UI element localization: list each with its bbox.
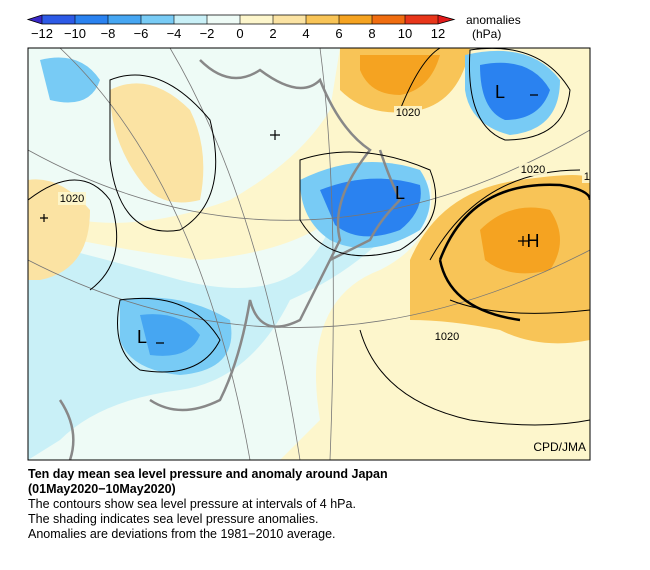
contour-label: 1020 [435, 331, 459, 343]
contour-label-bg [394, 106, 422, 119]
pressure-center-label: H [527, 231, 540, 251]
colorbar-tick-label: −6 [134, 26, 149, 41]
pressure-center-label: L [395, 183, 405, 203]
colorbar-bin [75, 15, 109, 24]
caption-title: Ten day mean sea level pressure and anom… [28, 467, 388, 497]
contour-label-bg [433, 330, 461, 343]
colorbar-title: anomalies [466, 13, 521, 27]
caption-title-line: Ten day mean sea level pressure and anom… [28, 467, 388, 481]
colorbar-tick-label: −4 [167, 26, 182, 41]
contour-label-bg [519, 163, 547, 176]
colorbar-bin [273, 15, 307, 24]
map-figure: −12 −10 −8 −6 −4 −2 0 2 4 6 8 10 12 anomalies (hPa) … [26, 13, 608, 461]
colorbar-tick-label: 2 [269, 26, 276, 41]
contour-label: 1020 [60, 193, 84, 205]
colorbar-bin [207, 15, 241, 24]
colorbar-bin [405, 15, 439, 24]
colorbar: −12 −10 −8 −6 −4 −2 0 2 4 6 8 10 12 [26, 14, 456, 41]
map-frame [27, 47, 591, 461]
pressure-center-label: L [137, 327, 147, 347]
contour-label-bg [582, 170, 590, 183]
colorbar-bin [141, 15, 175, 24]
caption-line: The contours show sea level pressure at … [28, 497, 356, 511]
colorbar-tick-label: 12 [431, 26, 445, 41]
contour-label: 1020 [521, 164, 545, 176]
colorbar-tick-label: 6 [335, 26, 342, 41]
caption-text: The contours show sea level pressure at … [28, 497, 356, 542]
colorbar-bin [108, 15, 142, 24]
colorbar-tick-label: −12 [31, 26, 53, 41]
colorbar-unit: (hPa) [472, 27, 501, 41]
credit: CPD/JMA [533, 440, 586, 454]
caption-line: Anomalies are deviations from the 1981−2… [28, 527, 336, 541]
caption-title-line: (01May2020−10May2020) [28, 482, 176, 496]
colorbar-bin [306, 15, 340, 24]
colorbar-tick-label: 4 [302, 26, 309, 41]
pressure-center-label: L [495, 82, 505, 102]
colorbar-bin [372, 15, 406, 24]
colorbar-tick-label: −10 [64, 26, 86, 41]
colorbar-tick-label: −2 [200, 26, 215, 41]
contour-label: 1020 [396, 107, 420, 119]
colorbar-bin [42, 15, 76, 24]
colorbar-bin [174, 15, 208, 24]
colorbar-over [438, 15, 454, 24]
colorbar-tick-label: 8 [368, 26, 375, 41]
colorbar-bin [240, 15, 274, 24]
colorbar-tick-label: −8 [101, 26, 116, 41]
colorbar-tick-label: 0 [236, 26, 243, 41]
colorbar-tick-label: 10 [398, 26, 412, 41]
colorbar-under [28, 15, 42, 24]
map: L L L H 1020 1020 1020 1020 1020 CPD/JMA [28, 48, 608, 460]
caption-line: The shading indicates sea level pressure… [28, 512, 319, 526]
contour-label-bg [58, 192, 86, 205]
contour-label: 1020 [584, 171, 608, 183]
colorbar-bin [339, 15, 373, 24]
